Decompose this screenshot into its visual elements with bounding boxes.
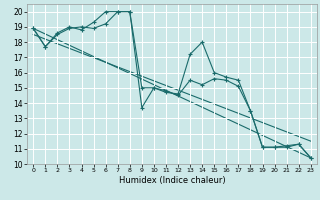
X-axis label: Humidex (Indice chaleur): Humidex (Indice chaleur) [119, 176, 225, 185]
